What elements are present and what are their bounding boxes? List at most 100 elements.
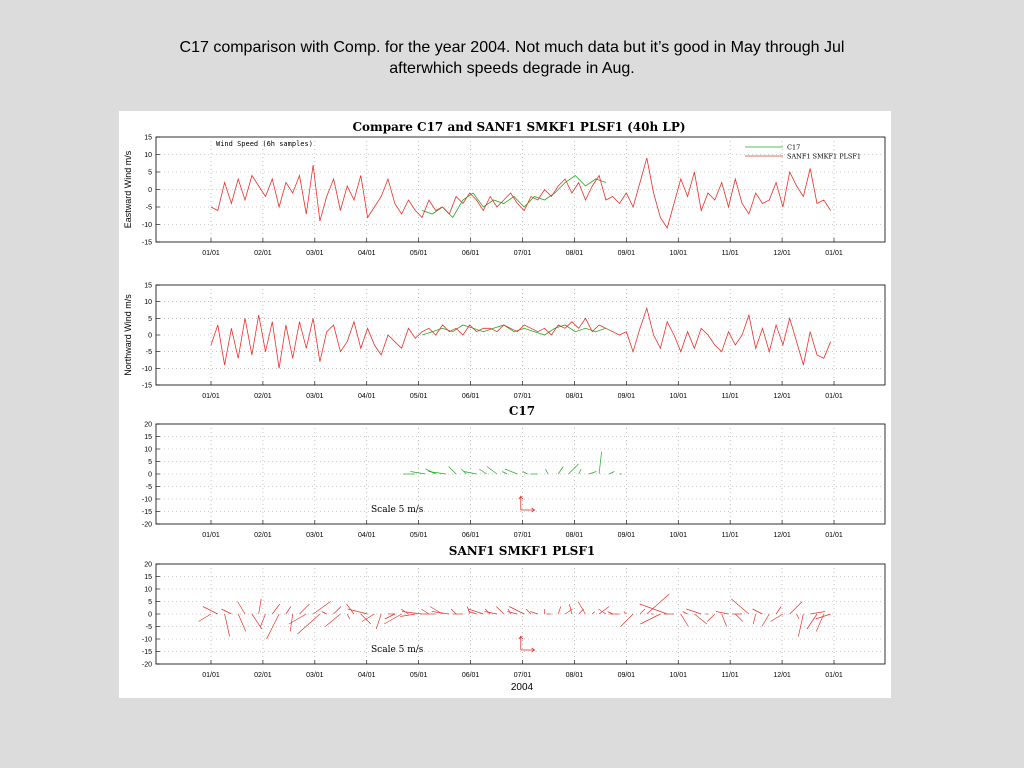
wind-stick (609, 471, 615, 475)
x-tick-label: 02/01 (254, 672, 272, 679)
x-tick-label: 07/01 (514, 672, 532, 679)
figure-title: Compare C17 and SANF1 SMKF1 PLSF1 (40h L… (352, 120, 685, 134)
wind-stick (639, 608, 646, 615)
series-line (421, 174, 607, 219)
y-tick-label: -20 (142, 662, 152, 669)
wind-stick (607, 611, 613, 615)
y-tick-label: -5 (146, 349, 152, 356)
legend-label: SANF1 SMKF1 PLSF1 (787, 153, 861, 161)
wind-stick (288, 613, 307, 625)
y-tick-label: 0 (148, 187, 152, 194)
y-tick-label: 5 (148, 599, 152, 606)
wind-stick (577, 601, 586, 615)
y-tick-label: -5 (146, 484, 152, 491)
x-tick-label: 09/01 (618, 532, 636, 539)
wind-stick (347, 608, 368, 615)
wind-stick (564, 608, 573, 615)
wind-stick (450, 608, 457, 615)
x-tick-label: 08/01 (566, 532, 584, 539)
y-tick-label: 0 (148, 612, 152, 619)
x-tick-label: 09/01 (618, 672, 636, 679)
wind-stick (592, 611, 596, 615)
series-line (210, 306, 831, 369)
x-tick-label: 12/01 (773, 532, 791, 539)
wind-stick (796, 613, 800, 620)
wind-stick (484, 608, 491, 615)
y-tick-label: 10 (144, 447, 152, 454)
y-tick-label: -15 (142, 509, 152, 516)
wind-stick (620, 613, 634, 627)
wind-stick (557, 466, 564, 475)
y-tick-label: 10 (144, 152, 152, 159)
y-tick-label: -15 (142, 649, 152, 656)
y-tick-label: 10 (144, 299, 152, 306)
wind-stick (735, 613, 744, 622)
y-tick-label: 15 (144, 434, 152, 441)
wind-stick (361, 613, 375, 622)
wind-stick (761, 613, 770, 627)
panel-annotation: Wind Speed (6h samples) (216, 140, 313, 148)
x-tick-label: 09/01 (618, 250, 636, 257)
x-tick-label: 05/01 (410, 250, 428, 257)
x-tick-label: 03/01 (306, 672, 324, 679)
wind-stick (507, 611, 518, 615)
wind-stick (285, 606, 292, 615)
y-axis-label: Eastward Wind m/s (123, 150, 133, 228)
scale-arrow-head (518, 495, 524, 500)
wind-stick (639, 603, 668, 615)
wind-stick (798, 613, 804, 637)
wind-stick (557, 606, 562, 615)
y-tick-label: -10 (142, 366, 152, 373)
x-tick-label: 03/01 (306, 250, 324, 257)
y-tick-label: -15 (142, 240, 152, 247)
slide-caption: C17 comparison with Comp. for the year 2… (112, 37, 912, 79)
chart-panel-2: 15 10 5 0 -5 -10 -15 01/01 02/01 03/01 04/01 05/01 0… (123, 283, 886, 400)
y-tick-label: 0 (148, 333, 152, 340)
x-tick-label: 11/01 (722, 672, 739, 679)
x-tick-label: 01/01 (202, 672, 220, 679)
x-tick-label: 01/01 (825, 393, 843, 400)
x-tick-label: 12/01 (773, 250, 791, 257)
wind-stick (752, 608, 763, 615)
x-tick-label: 08/01 (566, 250, 584, 257)
wind-stick (810, 611, 826, 615)
wind-stick (806, 613, 818, 630)
wind-stick (431, 611, 450, 615)
y-tick-label: -5 (146, 205, 152, 212)
y-tick-label: -20 (142, 522, 152, 529)
y-tick-label: 15 (144, 574, 152, 581)
y-tick-label: 20 (144, 422, 152, 429)
wind-stick (484, 611, 498, 615)
wind-stick (496, 606, 505, 615)
y-axis-label: Northward Wind m/s (123, 294, 133, 376)
y-tick-label: -10 (142, 222, 152, 229)
wind-stick (375, 613, 382, 630)
x-tick-label: 05/01 (410, 393, 428, 400)
x-tick-label: 02/01 (254, 393, 272, 400)
wind-stick (504, 468, 518, 475)
y-tick-label: -10 (142, 637, 152, 644)
x-tick-label: 07/01 (514, 393, 532, 400)
x-tick-label: 01/01 (202, 250, 220, 257)
x-tick-label: 01/01 (825, 672, 843, 679)
wind-stick (682, 611, 688, 615)
wind-stick (598, 608, 607, 615)
x-tick-label: 08/01 (566, 672, 584, 679)
wind-stick (463, 471, 477, 475)
wind-stick (421, 608, 430, 615)
x-tick-label: 05/01 (410, 672, 428, 679)
wind-stick (468, 611, 477, 615)
x-tick-label: 01/01 (825, 250, 843, 257)
figure-panel: Compare C17 and SANF1 SMKF1 PLSF1 (40h L… (119, 111, 891, 698)
wind-stick (770, 613, 784, 622)
x-tick-label: 01/01 (202, 393, 220, 400)
wind-stick (428, 471, 446, 475)
x-axis-label: 2004 (511, 682, 534, 693)
y-tick-label: -5 (146, 624, 152, 631)
y-tick-label: 5 (148, 316, 152, 323)
scale-label: Scale 5 m/s (371, 505, 424, 515)
y-tick-label: 15 (144, 283, 152, 290)
wind-stick (312, 601, 331, 615)
scale-label: Scale 5 m/s (371, 645, 424, 655)
wind-stick (486, 466, 498, 475)
